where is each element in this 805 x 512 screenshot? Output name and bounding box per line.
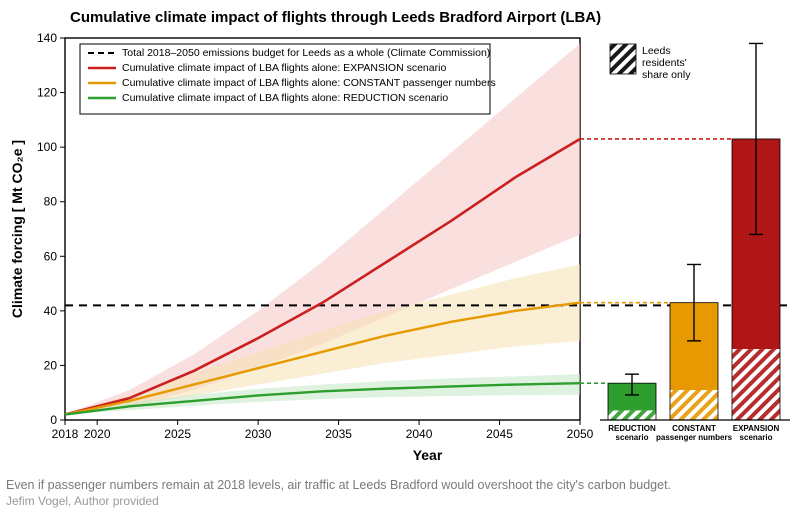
share-swatch — [610, 44, 636, 74]
xtick-label: 2050 — [567, 427, 594, 441]
ytick-label: 100 — [37, 140, 57, 154]
xtick-label: 2025 — [164, 427, 191, 441]
bar-label: CONSTANT — [672, 424, 716, 433]
svg-text:share only: share only — [642, 69, 691, 81]
share-legend-text: Leeds — [642, 45, 671, 57]
ytick-label: 140 — [37, 31, 57, 45]
ytick-label: 60 — [44, 249, 58, 263]
ytick-label: 80 — [44, 195, 58, 209]
xtick-label: 2035 — [325, 427, 352, 441]
figure-credit: Jefim Vogel, Author provided — [6, 494, 159, 508]
svg-text:scenario: scenario — [616, 433, 649, 442]
ytick-label: 0 — [50, 413, 57, 427]
xtick-label: 2040 — [406, 427, 433, 441]
xtick-label: 2020 — [84, 427, 111, 441]
bar-label: EXPANSION — [733, 424, 780, 433]
bar-reduction-share — [608, 410, 656, 420]
bar-expansion-share — [732, 349, 780, 420]
svg-text:residents': residents' — [642, 57, 687, 69]
ytick-label: 20 — [44, 358, 58, 372]
ytick-label: 40 — [44, 304, 58, 318]
ytick-label: 120 — [37, 86, 57, 100]
legend-item-label: Total 2018–2050 emissions budget for Lee… — [122, 47, 490, 59]
bar-constant-share — [670, 390, 718, 420]
legend-item-label: Cumulative climate impact of LBA flights… — [122, 77, 496, 89]
xtick-label: 2030 — [245, 427, 272, 441]
bar-label: REDUCTION — [608, 424, 656, 433]
x-axis-label: Year — [413, 447, 443, 463]
figure-caption: Even if passenger numbers remain at 2018… — [6, 478, 671, 492]
legend-item-label: Cumulative climate impact of LBA flights… — [122, 62, 446, 74]
legend-item-label: Cumulative climate impact of LBA flights… — [122, 92, 448, 104]
xtick-label: 2018 — [52, 427, 79, 441]
xtick-label: 2045 — [486, 427, 513, 441]
svg-text:passenger numbers: passenger numbers — [656, 433, 733, 442]
chart-title: Cumulative climate impact of flights thr… — [70, 9, 601, 26]
svg-text:scenario: scenario — [740, 433, 773, 442]
y-axis-label: Climate forcing [ Mt CO₂e ] — [9, 140, 25, 318]
